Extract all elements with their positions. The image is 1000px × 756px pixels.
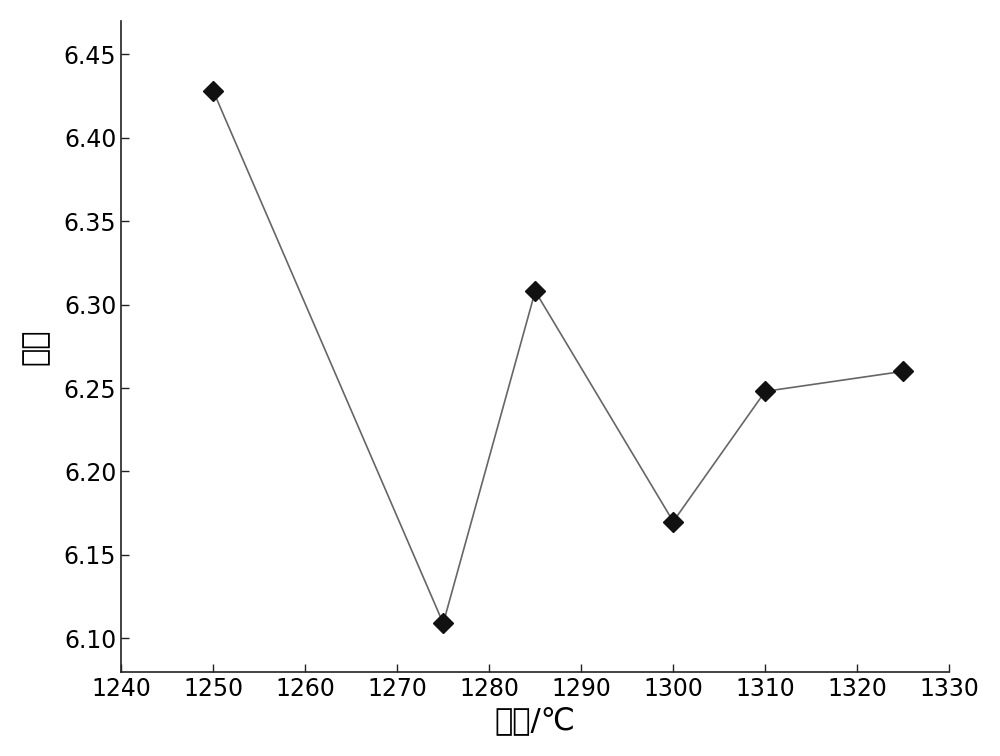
X-axis label: 温度/℃: 温度/℃ bbox=[495, 706, 576, 735]
Y-axis label: 寿命: 寿命 bbox=[21, 328, 50, 364]
